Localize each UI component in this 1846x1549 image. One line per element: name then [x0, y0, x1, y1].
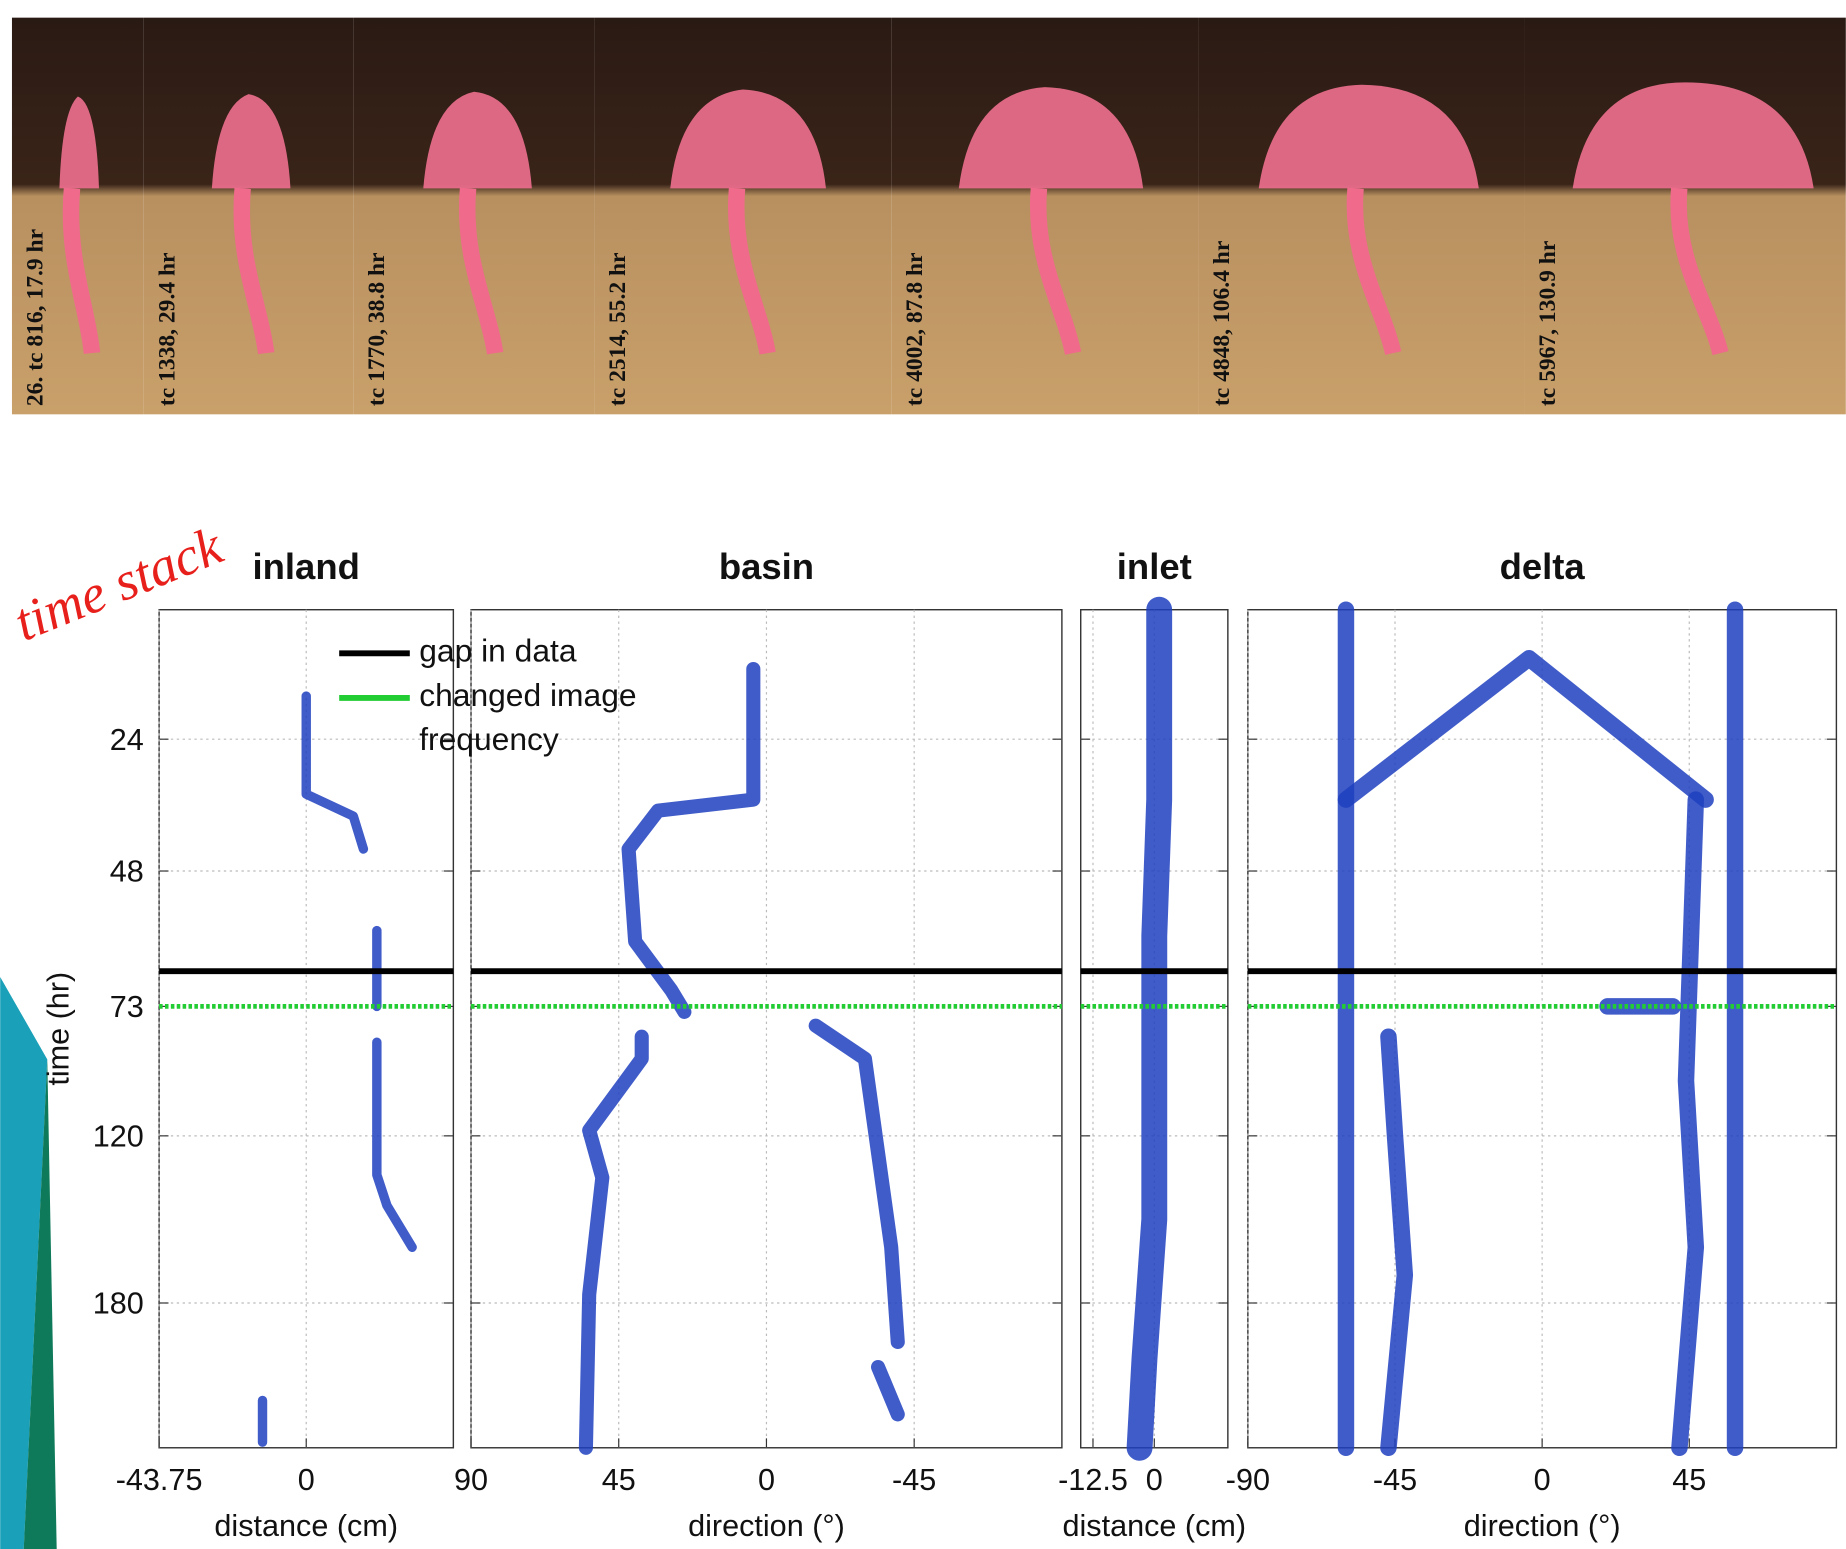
legend-label: changed image frequency	[419, 674, 690, 761]
panel-title: delta	[1500, 546, 1586, 587]
x-tick-label: -45	[892, 1463, 936, 1497]
x-tick-label: -12.5	[1058, 1463, 1128, 1497]
x-tick-label: 45	[602, 1463, 636, 1497]
y-tick-label: 24	[110, 723, 144, 757]
page: {"photos": [ {"label": "26. tc 816, 17.9…	[0, 0, 1846, 1549]
photo-strip: 26. tc 816, 17.9 hr tc 1338, 29.4 hr tc 17…	[12, 18, 1846, 415]
y-tick-label: 48	[110, 855, 144, 889]
x-tick-label: -45	[1373, 1463, 1417, 1497]
x-tick-label: 0	[298, 1463, 315, 1497]
x-tick-label: 0	[758, 1463, 775, 1497]
x-axis-label: distance (cm)	[214, 1509, 398, 1543]
x-tick-label: -43.75	[116, 1463, 203, 1497]
y-tick-label: 120	[93, 1119, 144, 1153]
legend-label: gap in data	[419, 630, 690, 674]
x-tick-label: -90	[1226, 1463, 1270, 1497]
panel-title: inlet	[1117, 546, 1192, 587]
legend-entry: changed image frequency	[419, 674, 690, 780]
time-stack-chart: 24 48 73 120 180 time (hr) inland distance (cm)…	[41, 546, 1836, 1543]
photo-label: tc 5967, 130.9 hr	[1535, 241, 1561, 406]
panel-title: basin	[719, 546, 814, 587]
photo-label: tc 4002, 87.8 hr	[902, 252, 928, 406]
photo-label: tc 4848, 106.4 hr	[1209, 241, 1235, 406]
x-tick-label: 90	[454, 1463, 488, 1497]
photo-label: tc 1770, 38.8 hr	[364, 252, 390, 406]
y-tick-label: 180	[93, 1287, 144, 1321]
panel-title: inland	[253, 546, 360, 587]
x-axis-label: distance (cm)	[1062, 1509, 1246, 1543]
x-axis-label: direction (°)	[1464, 1509, 1621, 1543]
y-tick-label: 73	[110, 990, 144, 1024]
photo-label: tc 2514, 55.2 hr	[605, 252, 631, 406]
x-tick-label: 0	[1534, 1463, 1551, 1497]
photo-label: 26. tc 816, 17.9 hr	[23, 229, 49, 406]
photo-label: tc 1338, 29.4 hr	[154, 252, 180, 406]
x-tick-label: 0	[1146, 1463, 1163, 1497]
x-tick-label: 45	[1672, 1463, 1706, 1497]
x-axis-label: direction (°)	[688, 1509, 845, 1543]
figure: 26. tc 816, 17.9 hr tc 1338, 29.4 hr tc 17…	[0, 0, 1846, 1549]
y-axis-label: time (hr)	[41, 972, 75, 1086]
